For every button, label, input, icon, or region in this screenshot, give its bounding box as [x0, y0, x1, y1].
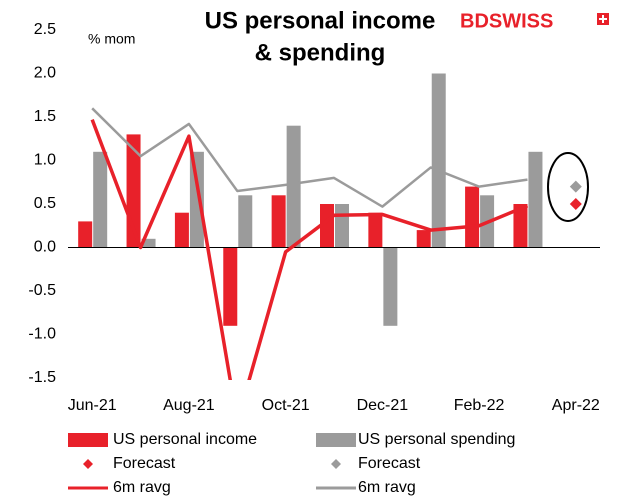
bar — [416, 230, 431, 248]
forecast-marker — [569, 198, 582, 210]
legend-swatch — [316, 433, 356, 447]
logo-plus — [599, 15, 607, 23]
x-tick-label: Jun-21 — [68, 397, 117, 414]
x-tick-label: Dec-21 — [357, 397, 409, 414]
y-tick-label: 1.5 — [34, 108, 56, 125]
bar — [528, 151, 543, 248]
bar — [78, 221, 93, 248]
legend-label: US personal income — [113, 431, 257, 448]
y-tick-label: -0.5 — [28, 282, 56, 299]
legend-label: Forecast — [113, 455, 176, 472]
legend-label: US personal spending — [358, 431, 515, 448]
bar — [238, 195, 253, 248]
bar — [335, 204, 349, 248]
y-tick-label: -1.0 — [28, 326, 56, 343]
y-tick-label: 0.5 — [34, 195, 56, 212]
bar — [320, 204, 334, 248]
bar — [383, 247, 398, 326]
legend-label: 6m ravg — [113, 479, 171, 496]
forecast-marker — [569, 180, 582, 193]
legend-swatch — [68, 433, 108, 447]
x-tick-label: Oct-21 — [262, 397, 310, 414]
forecast-circle — [547, 152, 589, 222]
chart-title: US personal income — [205, 7, 436, 34]
y-tick-label: 2.0 — [34, 65, 56, 82]
bar — [223, 247, 238, 326]
bar — [93, 151, 108, 248]
bar — [174, 212, 189, 248]
y-tick-label: 2.5 — [34, 21, 56, 38]
legend-label: 6m ravg — [358, 479, 416, 496]
bar — [189, 151, 204, 248]
bar — [271, 195, 286, 248]
y-tick-label: 1.0 — [34, 152, 56, 169]
logo: BDSWISS — [460, 10, 553, 32]
x-tick-label: Apr-22 — [552, 397, 600, 414]
x-tick-label: Aug-21 — [163, 397, 215, 414]
y-tick-label: -1.5 — [28, 369, 56, 386]
y-unit-label: % mom — [88, 31, 135, 47]
chart-title: & spending — [255, 39, 386, 66]
bar — [141, 238, 156, 248]
plot-area — [68, 73, 600, 380]
bar — [513, 204, 528, 248]
legend-swatch — [83, 459, 93, 469]
legend-label: Forecast — [358, 455, 421, 472]
bar — [286, 125, 301, 248]
legend-swatch — [331, 459, 341, 469]
bar — [368, 212, 383, 248]
bar — [431, 73, 446, 248]
y-tick-label: 0.0 — [34, 239, 56, 256]
bar — [465, 186, 480, 248]
line — [91, 107, 528, 208]
line — [90, 118, 529, 380]
x-tick-label: Feb-22 — [454, 397, 505, 414]
